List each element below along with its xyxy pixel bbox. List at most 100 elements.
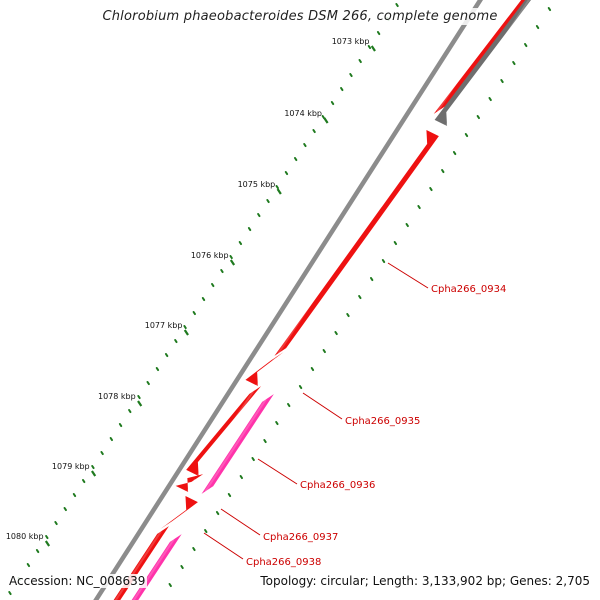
minor-tick-inner [63,507,67,512]
minor-tick-inner [201,297,206,302]
tick-label: 1074 kbp [284,109,322,118]
minor-tick-outer [310,367,315,372]
minor-tick-outer [215,511,220,516]
tick-label: 1078 kbp [98,392,136,401]
minor-tick-inner [229,255,233,260]
minor-tick-inner [303,143,307,148]
minor-tick-outer [192,547,196,552]
minor-tick-outer [381,259,386,264]
gene-arrow-cpha266-0937 [175,474,204,492]
gene-label-3: Cpha266_0936 [300,480,375,491]
minor-tick-outer [547,7,552,12]
minor-tick-inner [91,465,95,470]
minor-tick-outer [287,403,291,408]
gene-arrow-highlight-0936 [201,394,274,494]
minor-tick-outer [452,151,457,156]
map-title-text: Chlorobium phaeobacteroides DSM 266, com… [98,8,502,25]
gene-arrow-cpha266-0938-shade [163,496,185,527]
minor-tick-inner [174,339,178,344]
minor-tick-inner [82,479,86,484]
minor-tick-inner [100,451,104,456]
minor-tick-inner [321,115,326,120]
minor-tick-inner [395,3,399,8]
minor-tick-inner [72,493,77,498]
gene-arrow-cpha266-0936-shade [195,390,255,478]
minor-tick-outer [488,97,492,102]
minor-tick-inner [54,521,58,526]
gene-label-4: Cpha266_0937 [263,532,338,543]
minor-tick-inner [164,353,169,358]
minor-tick-outer [417,205,421,210]
minor-tick-outer [535,25,540,30]
minor-tick-outer [429,187,433,192]
minor-tick-inner [183,325,187,330]
gene-arrow-cpha266-0935-shade [255,356,277,388]
genome-summary-text: Topology: circular; Length: 3,133,902 bp… [258,574,592,588]
minor-tick-inner [220,269,224,274]
minor-tick-outer [393,241,398,246]
gene-arrow-highlight-0936-shade [204,398,267,492]
gene-arrow-upper-reverse [434,0,531,126]
minor-tick-inner [128,409,132,414]
minor-tick-inner [275,185,279,190]
major-tick [370,45,376,52]
major-tick [137,400,143,407]
minor-tick-inner [137,395,141,400]
minor-tick-inner [293,157,298,162]
tick-label: 1077 kbp [145,321,183,330]
gene-arrow-upper-reverse-shade [444,0,531,128]
minor-tick-outer [168,583,172,588]
minor-tick-outer [298,385,303,390]
minor-tick-inner [8,591,12,596]
gene-label-leader [257,458,298,485]
major-tick [276,188,282,195]
gene-arrow-cpha266-0935 [245,352,284,386]
minor-tick-inner [266,199,270,204]
gene-arrow-cpha266-0934-shade [277,130,426,354]
gene-label-leader [387,262,429,289]
gene-arrow-cpha266-0937-shade [185,478,197,494]
major-tick [323,117,329,124]
tick-label: 1080 kbp [6,532,44,541]
minor-tick-inner [35,549,40,554]
minor-tick-outer [251,457,255,462]
minor-tick-outer [500,79,504,84]
minor-tick-inner [257,213,261,218]
minor-tick-inner [349,73,353,78]
backbone-highlight [98,0,486,600]
backbone-line [93,0,485,600]
minor-tick-outer [239,475,244,480]
minor-tick-inner [247,227,252,232]
minor-tick-inner [284,171,289,176]
tick-label: 1073 kbp [332,37,370,46]
tick-label: 1075 kbp [238,180,276,189]
gene-label-leader [302,392,343,420]
minor-tick-inner [367,45,372,50]
major-tick [183,329,189,336]
minor-tick-inner [330,101,335,106]
minor-tick-outer [346,313,350,318]
minor-tick-inner [45,535,49,540]
minor-tick-outer [476,115,481,120]
minor-tick-inner [312,129,316,134]
minor-tick-outer [227,493,232,498]
gene-label-5: Cpha266_0938 [246,557,321,568]
map-title: Chlorobium phaeobacteroides DSM 266, com… [0,8,600,25]
major-tick [91,470,97,477]
minor-tick-outer [204,529,208,534]
minor-tick-inner [211,283,215,288]
minor-tick-outer [275,421,279,426]
minor-tick-outer [358,295,362,300]
minor-tick-inner [192,311,196,316]
accession-text: Accession: NC_008639 [7,574,148,588]
gene-arrow-upper-forward-shade [436,0,513,112]
minor-tick-inner [358,59,362,64]
gene-label-leader [203,532,244,560]
minor-tick-outer [334,331,338,336]
minor-tick-outer [441,169,445,174]
minor-tick-inner [26,563,31,568]
minor-tick-outer [464,133,469,138]
minor-tick-inner [146,381,150,386]
